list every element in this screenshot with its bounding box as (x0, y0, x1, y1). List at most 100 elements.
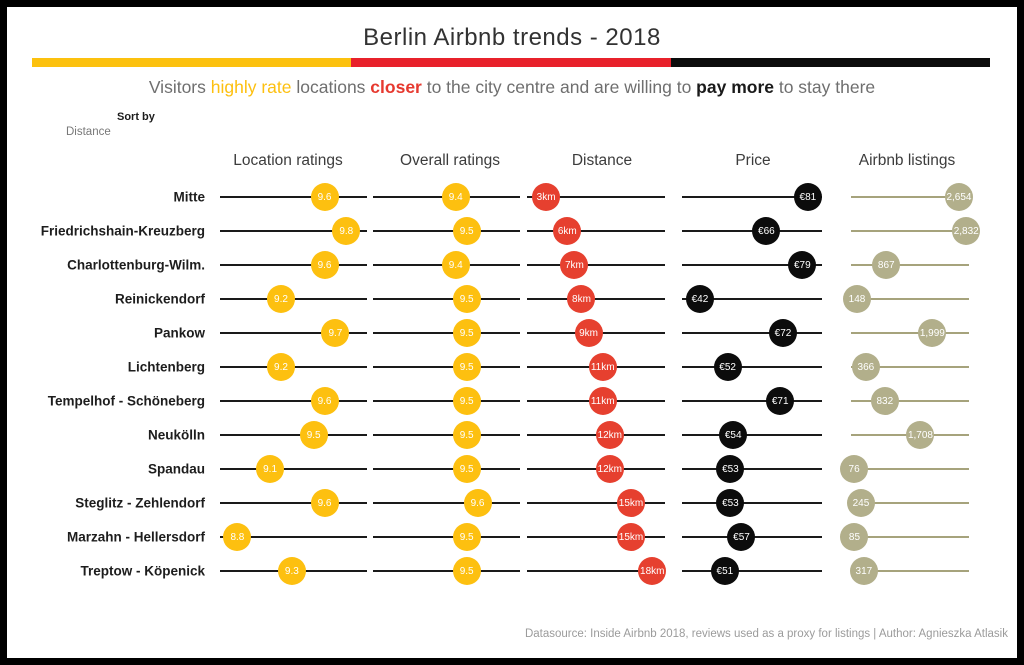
location-dot[interactable]: 8.8 (223, 523, 252, 551)
overall-dot[interactable]: 9.5 (452, 523, 481, 551)
listings-axis-line (851, 297, 969, 301)
listings-axis-line (851, 263, 969, 267)
listings-dot[interactable]: 832 (870, 387, 899, 415)
overall-axis-line (373, 229, 520, 233)
district-label: Mitte (173, 189, 206, 205)
listings-dot[interactable]: 85 (840, 523, 869, 551)
price-dot[interactable]: €51 (710, 557, 739, 585)
sort-by-value-dropdown[interactable]: Distance (66, 126, 111, 138)
overall-axis-line (373, 569, 520, 573)
overall-dot[interactable]: 9.5 (452, 353, 481, 381)
listings-axis-line (851, 331, 969, 335)
listings-axis-line (851, 569, 969, 573)
listings-dot[interactable]: 1,999 (918, 319, 947, 347)
overall-axis-line (373, 467, 520, 471)
datasource-credit: Datasource: Inside Airbnb 2018, reviews … (524, 628, 1008, 640)
listings-axis-line (851, 399, 969, 403)
price-dot[interactable]: €79 (788, 251, 817, 279)
overall-dot[interactable]: 9.6 (463, 489, 492, 517)
overall-axis-line (373, 399, 520, 403)
overall-dot[interactable]: 9.5 (452, 217, 481, 245)
location-dot[interactable]: 9.8 (332, 217, 361, 245)
overall-dot[interactable]: 9.4 (441, 183, 470, 211)
listings-dot[interactable]: 317 (849, 557, 878, 585)
subtitle-segment: pay more (696, 77, 774, 97)
listings-dot[interactable]: 366 (851, 353, 880, 381)
district-label: Tempelhof - Schöneberg (47, 393, 205, 409)
overall-dot[interactable]: 9.5 (452, 455, 481, 483)
distance-dot[interactable]: 15km (617, 489, 646, 517)
overall-dot[interactable]: 9.5 (452, 421, 481, 449)
column-header-location-ratings: Location ratings (233, 152, 343, 169)
price-dot[interactable]: €57 (727, 523, 756, 551)
distance-dot[interactable]: 11km (588, 387, 617, 415)
price-axis-line (682, 229, 822, 233)
overall-dot[interactable]: 9.5 (452, 319, 481, 347)
district-label: Marzahn - Hellersdorf (66, 529, 205, 545)
distance-dot[interactable]: 8km (567, 285, 596, 313)
distance-dot[interactable]: 11km (588, 353, 617, 381)
column-header-overall-ratings: Overall ratings (400, 152, 500, 169)
overall-axis-line (373, 433, 520, 437)
overall-axis-line (373, 501, 520, 505)
sort-by-label: Sort by (117, 111, 155, 123)
location-dot[interactable]: 9.1 (256, 455, 285, 483)
location-dot[interactable]: 9.2 (266, 353, 295, 381)
location-dot[interactable]: 9.6 (310, 183, 339, 211)
listings-axis-line (851, 229, 969, 233)
distance-dot[interactable]: 3km (532, 183, 561, 211)
location-dot[interactable]: 9.2 (266, 285, 295, 313)
price-dot[interactable]: €72 (768, 319, 797, 347)
location-dot[interactable]: 9.5 (299, 421, 328, 449)
overall-dot[interactable]: 9.5 (452, 285, 481, 313)
distance-dot[interactable]: 15km (617, 523, 646, 551)
overall-axis-line (373, 535, 520, 539)
flag-red-segment (351, 58, 671, 67)
distance-dot[interactable]: 6km (553, 217, 582, 245)
price-axis-line (682, 467, 822, 471)
location-axis-line (220, 195, 367, 199)
district-label: Treptow - Köpenick (80, 563, 205, 579)
location-dot[interactable]: 9.6 (310, 387, 339, 415)
distance-axis-line (527, 263, 665, 267)
distance-dot[interactable]: 18km (638, 557, 667, 585)
price-dot[interactable]: €54 (719, 421, 748, 449)
price-axis-line (682, 433, 822, 437)
location-dot[interactable]: 9.6 (310, 489, 339, 517)
price-dot[interactable]: €53 (716, 455, 745, 483)
subtitle-segment: to stay there (773, 77, 876, 97)
price-dot[interactable]: €52 (713, 353, 742, 381)
location-axis-line (220, 229, 367, 233)
listings-dot[interactable]: 245 (846, 489, 875, 517)
price-dot[interactable]: €81 (793, 183, 822, 211)
overall-axis-line (373, 365, 520, 369)
listings-dot[interactable]: 76 (840, 455, 869, 483)
distance-dot[interactable]: 12km (595, 421, 624, 449)
distance-dot[interactable]: 12km (595, 455, 624, 483)
price-dot[interactable]: €71 (766, 387, 795, 415)
subtitle-segment: Visitors (148, 77, 211, 97)
location-axis-line (220, 467, 367, 471)
listings-dot[interactable]: 1,708 (906, 421, 935, 449)
price-dot[interactable]: €66 (752, 217, 781, 245)
location-dot[interactable]: 9.7 (321, 319, 350, 347)
price-axis-line (682, 569, 822, 573)
overall-dot[interactable]: 9.5 (452, 557, 481, 585)
price-axis-line (682, 501, 822, 505)
price-axis-line (682, 365, 822, 369)
subtitle-segment: locations (291, 77, 371, 97)
distance-axis-line (527, 297, 665, 301)
location-dot[interactable]: 9.6 (310, 251, 339, 279)
listings-dot[interactable]: 148 (843, 285, 872, 313)
overall-dot[interactable]: 9.4 (441, 251, 470, 279)
price-dot[interactable]: €53 (716, 489, 745, 517)
listings-dot[interactable]: 867 (872, 251, 901, 279)
distance-dot[interactable]: 7km (560, 251, 589, 279)
location-dot[interactable]: 9.3 (277, 557, 306, 585)
price-dot[interactable]: €42 (685, 285, 714, 313)
location-axis-line (220, 331, 367, 335)
overall-dot[interactable]: 9.5 (452, 387, 481, 415)
listings-dot[interactable]: 2,654 (944, 183, 973, 211)
listings-dot[interactable]: 2,832 (952, 217, 981, 245)
distance-dot[interactable]: 9km (574, 319, 603, 347)
